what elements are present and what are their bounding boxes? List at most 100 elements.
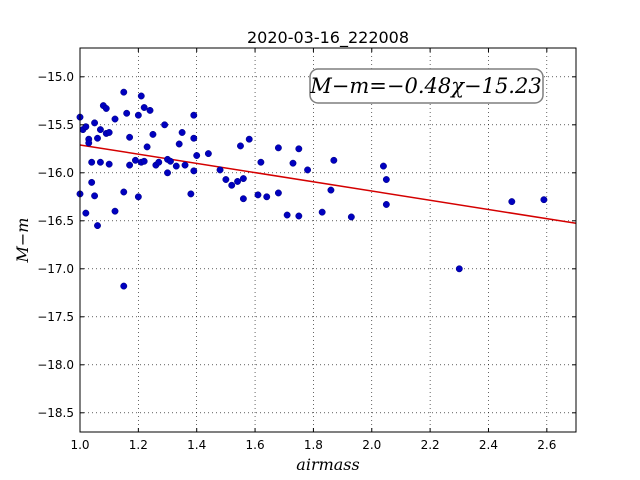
- data-point: [82, 123, 90, 131]
- data-point: [85, 139, 93, 147]
- data-point: [187, 190, 195, 198]
- data-point: [120, 88, 128, 96]
- x-tick-label: 2.4: [479, 438, 498, 452]
- data-point: [239, 195, 247, 203]
- x-tick-labels: 1.0 1.2 1.4 1.6 1.8 2.0 2.2 2.4 2.6: [70, 438, 556, 452]
- fit-annotation: M−m=−0.48χ−15.23: [309, 68, 544, 104]
- plot-area: [80, 48, 576, 432]
- data-point: [508, 198, 516, 206]
- y-tick-label: −17.5: [37, 310, 74, 324]
- data-point: [102, 105, 110, 112]
- data-point: [257, 158, 265, 166]
- data-point: [245, 135, 253, 143]
- data-point: [330, 156, 338, 164]
- data-point: [382, 176, 390, 183]
- plot-frame: [79, 47, 577, 433]
- x-tick-label: 1.2: [129, 438, 148, 452]
- data-point: [105, 129, 113, 136]
- data-point: [96, 158, 104, 166]
- data-point: [222, 176, 230, 183]
- data-point: [379, 162, 387, 170]
- data-point: [318, 208, 326, 216]
- data-point: [234, 177, 242, 185]
- data-point: [111, 115, 119, 123]
- data-point: [94, 134, 101, 142]
- data-point: [111, 207, 119, 215]
- data-point: [274, 189, 282, 197]
- y-tick-label: −15.5: [37, 118, 74, 132]
- data-point: [91, 119, 99, 127]
- x-tick-label: 1.4: [187, 438, 206, 452]
- data-point: [228, 181, 236, 189]
- y-tick-label: −18.5: [37, 406, 74, 420]
- annotation-text: M−m=−0.48χ−15.23: [309, 74, 541, 98]
- data-point: [382, 201, 390, 208]
- data-point: [181, 161, 189, 169]
- data-point: [94, 222, 101, 230]
- x-axis-label: airmass: [296, 455, 359, 474]
- data-point: [289, 159, 297, 167]
- y-axis-label: M−m: [13, 218, 32, 264]
- data-point: [164, 169, 171, 177]
- data-point: [105, 160, 113, 168]
- y-tick-label: −16.5: [37, 214, 74, 228]
- data-point: [88, 158, 96, 166]
- data-point: [175, 140, 183, 148]
- data-point: [149, 130, 157, 138]
- data-point: [295, 212, 303, 220]
- y-tick-label: −17.0: [37, 262, 74, 276]
- data-point: [283, 211, 291, 219]
- data-point: [172, 162, 180, 170]
- data-point: [347, 213, 355, 221]
- data-point: [254, 191, 262, 199]
- data-point: [82, 209, 90, 217]
- data-point: [263, 193, 271, 201]
- fit-line-group: [79, 144, 577, 225]
- data-point: [161, 121, 169, 129]
- annotation-box: [309, 68, 544, 104]
- data-point: [540, 196, 548, 204]
- data-point: [126, 161, 134, 169]
- data-point: [131, 156, 139, 164]
- y-tick-label: −15.0: [37, 70, 74, 84]
- data-point: [190, 167, 198, 175]
- data-point: [190, 111, 198, 119]
- data-point: [88, 178, 96, 186]
- data-point: [146, 106, 154, 114]
- data-point: [96, 126, 104, 134]
- data-point: [120, 188, 128, 196]
- data-point: [155, 158, 163, 166]
- data-point: [134, 111, 142, 119]
- data-point: [166, 157, 174, 165]
- data-points: [76, 88, 548, 290]
- x-tick-label: 2.0: [362, 438, 381, 452]
- data-point: [91, 192, 99, 200]
- x-tick-label: 1.0: [70, 438, 89, 452]
- x-tick-label: 1.8: [304, 438, 323, 452]
- data-point: [239, 175, 247, 183]
- data-point: [126, 133, 134, 141]
- y-tick-label: −18.0: [37, 358, 74, 372]
- data-point: [143, 143, 151, 151]
- data-point: [137, 92, 145, 100]
- x-tick-label: 2.2: [421, 438, 440, 452]
- data-point: [327, 186, 335, 194]
- data-point: [190, 134, 198, 142]
- chart-title: 2020-03-16_222008: [247, 28, 409, 48]
- data-point: [193, 152, 201, 159]
- data-point: [140, 157, 148, 165]
- y-tick-labels: −15.0 −15.5 −16.0 −16.5 −17.0 −17.5 −18.0 −18.5: [37, 70, 74, 420]
- data-point: [455, 265, 463, 273]
- x-tick-label: 2.6: [537, 438, 556, 452]
- fit-line: [79, 144, 577, 225]
- data-point: [237, 142, 244, 150]
- x-tick-label: 1.6: [246, 438, 265, 452]
- data-point: [120, 282, 128, 290]
- data-point: [134, 193, 142, 201]
- data-point: [178, 129, 186, 136]
- data-point: [304, 166, 312, 174]
- y-tick-label: −16.0: [37, 166, 74, 180]
- data-point: [123, 109, 131, 117]
- data-point: [274, 144, 282, 152]
